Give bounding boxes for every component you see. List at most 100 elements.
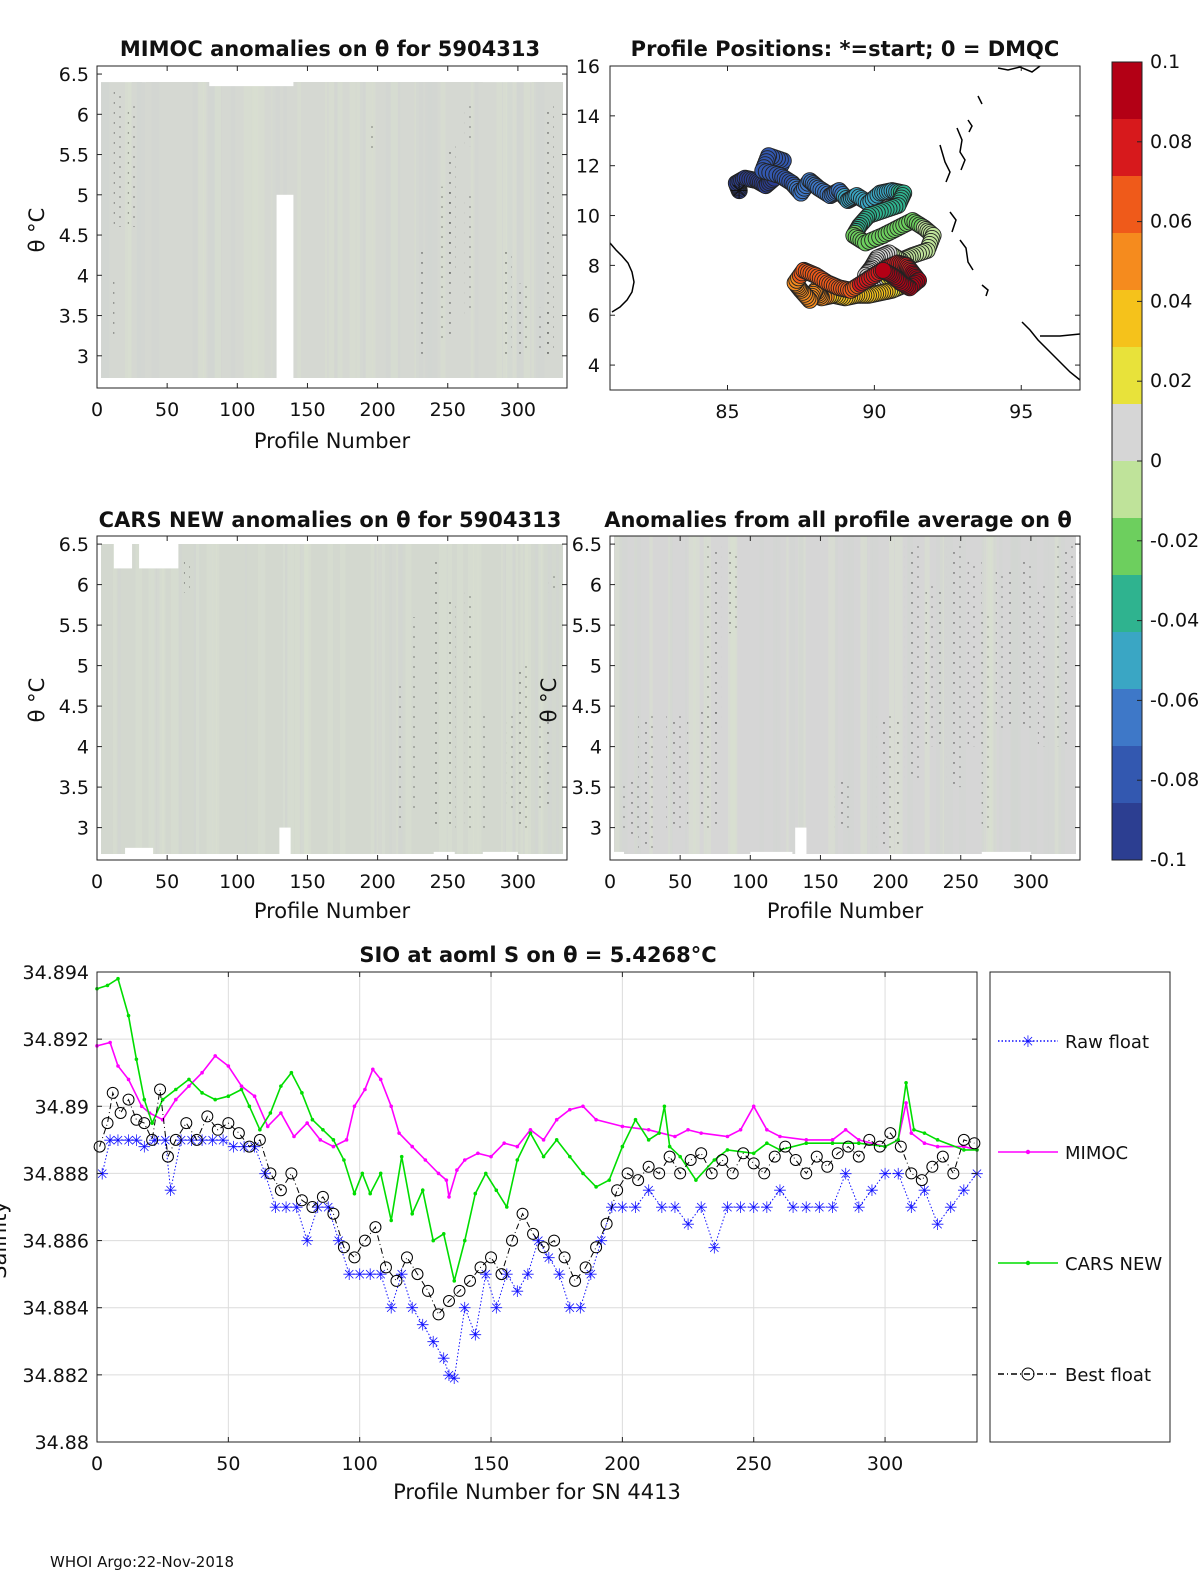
positions-ytick-label: 10 <box>576 206 600 228</box>
series-cars-point <box>105 983 110 988</box>
mimoc-ytick-label: 5 <box>77 185 89 207</box>
series-best-point <box>863 1133 876 1146</box>
series-mimoc-point <box>139 1104 144 1109</box>
mimoc-field-stripe <box>101 82 108 378</box>
cars-field-stripe <box>405 544 412 854</box>
series-cars-point <box>399 1154 404 1159</box>
mimoc-title: MIMOC anomalies on θ for 5904313 <box>120 37 540 61</box>
series-cars-point <box>389 1218 394 1223</box>
series-best-point <box>968 1137 981 1150</box>
cars-y-label: θ °C <box>25 678 49 723</box>
series-best-point <box>138 1117 151 1130</box>
series-raw-point: ✳ <box>616 1198 629 1217</box>
mimoc-field-stripe <box>523 82 530 378</box>
series-cars-point <box>765 1141 769 1146</box>
series-raw-point: ✳ <box>342 1265 355 1284</box>
series-mimoc-point <box>187 1084 191 1088</box>
salinity-y-axis: 34.88 34.882 34.884 34.886 34.888 34.89 34.892… <box>23 962 977 1454</box>
series-best-point <box>579 1261 592 1274</box>
allavg-contour-speckle <box>1016 560 1031 731</box>
series-mimoc-line <box>96 1041 978 1198</box>
allavg-field-stripe <box>993 536 996 854</box>
series-cars-point <box>160 1097 165 1102</box>
colorbar-segment <box>1112 62 1142 120</box>
colorbar-tick-label: 0.02 <box>1150 370 1192 392</box>
allavg-contour-speckle <box>946 544 967 788</box>
mimoc-data-gap <box>97 66 133 83</box>
start-marker: ✳ <box>730 180 748 205</box>
series-best-point <box>348 1251 361 1264</box>
series-raw-point: ✳ <box>584 1265 597 1284</box>
allavg-data-gap <box>795 827 807 860</box>
cars-field-stripe <box>515 544 519 854</box>
cars-ytick-label: 6 <box>77 575 89 597</box>
legend-label: MIMOC <box>1065 1143 1128 1164</box>
allavg-contour-speckle <box>666 714 689 828</box>
series-cars-point <box>633 1117 638 1122</box>
cars-ytick-label: 4.5 <box>59 696 89 718</box>
allavg-field-stripe <box>703 536 706 854</box>
mimoc-field-stripe <box>124 82 132 378</box>
salinity-xtick-label: 150 <box>473 1453 509 1475</box>
salinity-ytick-label: 34.882 <box>23 1365 89 1387</box>
mimoc-xtick-label: 100 <box>219 399 255 421</box>
series-raw-point: ✳ <box>542 1248 555 1267</box>
series-mimoc-point <box>447 1195 451 1199</box>
series-raw-point: ✳ <box>353 1265 366 1284</box>
series-cars-point <box>751 1151 756 1156</box>
series-mimoc-point <box>541 1138 546 1142</box>
mimoc-contour-speckle <box>370 122 377 155</box>
series-best-point <box>180 1117 193 1130</box>
series-best-point <box>190 1133 203 1146</box>
series-mimoc-point <box>318 1138 323 1142</box>
cars-contour-speckle <box>548 576 559 593</box>
colorbar-segment <box>1112 461 1142 519</box>
mimoc-field-stripe <box>272 82 280 378</box>
cars-field-stripe <box>477 544 482 854</box>
positions-y-axis: 4 6 8 10 12 14 16 <box>576 56 1080 377</box>
mimoc-xtick-label: 0 <box>91 399 103 421</box>
series-cars-point <box>200 1091 204 1095</box>
cars-field-stripe <box>179 544 182 854</box>
mimoc-field-stripe <box>151 82 160 378</box>
series-mimoc-point <box>363 1087 367 1092</box>
series-mimoc-point <box>239 1084 244 1088</box>
series-best-point <box>768 1150 781 1163</box>
mimoc-xtick-label: 200 <box>359 399 395 421</box>
series-mimoc-point <box>843 1127 848 1132</box>
series-cars-line <box>96 977 977 1282</box>
salinity-ytick-label: 34.894 <box>23 962 89 984</box>
series-cars-point <box>904 1080 908 1085</box>
series-raw-point: ✳ <box>164 1181 177 1200</box>
mimoc-data-gap <box>276 194 294 388</box>
series-best-point <box>600 1217 613 1230</box>
series-best-point <box>789 1154 802 1166</box>
series-best-point <box>154 1083 167 1096</box>
series-raw-point: ✳ <box>479 1265 492 1284</box>
allavg-field-stripe <box>619 536 628 854</box>
series-raw-point: ✳ <box>385 1299 398 1318</box>
series-cars-point <box>554 1138 559 1142</box>
cars-xtick-label: 50 <box>155 871 179 893</box>
series-raw-point: ✳ <box>786 1198 799 1217</box>
cars-ytick-label: 3 <box>77 818 89 840</box>
series-best-point <box>411 1268 424 1281</box>
mimoc-contour-speckle <box>545 106 554 356</box>
positions-ytick-label: 12 <box>576 156 600 178</box>
cars-field-stripe <box>135 544 143 854</box>
allavg-contour-speckle <box>621 779 642 836</box>
salinity-xtick-label: 200 <box>604 1453 640 1475</box>
allavg-data-gap <box>610 851 625 860</box>
allavg-xtick-label: 200 <box>872 871 908 893</box>
series-raw-point: ✳ <box>957 1181 970 1200</box>
series-best-point <box>306 1201 319 1213</box>
allavg-y-axis: 3 3.5 4 4.5 5 5.5 6 6.5 <box>572 534 1080 840</box>
mimoc-field-stripe <box>534 82 540 378</box>
allavg-ytick-label: 3.5 <box>572 777 602 799</box>
allavg-field-stripe <box>1011 536 1018 854</box>
cars-panel: CARS NEW anomalies on θ for 5904313 0 50 1… <box>25 508 568 923</box>
series-mimoc-point <box>331 1144 336 1149</box>
series-best-point <box>527 1227 540 1240</box>
series-raw-point: ✳ <box>826 1198 839 1217</box>
allavg-field-stripe <box>798 536 804 854</box>
